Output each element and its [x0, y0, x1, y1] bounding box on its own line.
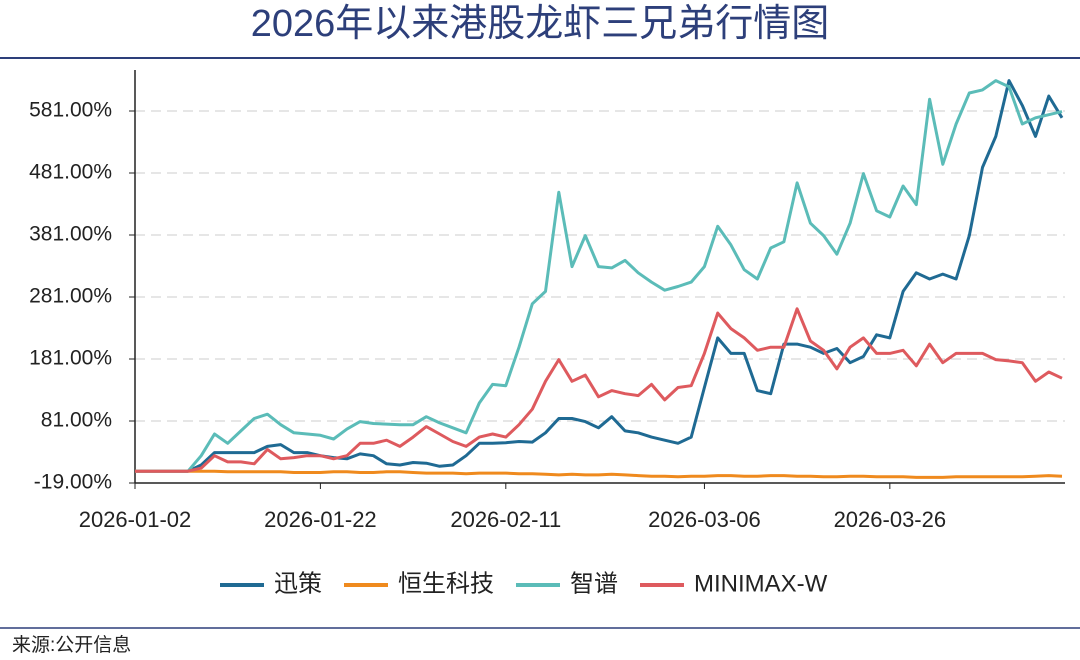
y-tick-label: 181.00%	[29, 347, 112, 370]
legend-label: 恒生科技	[398, 570, 494, 597]
series-line	[135, 79, 1064, 473]
x-tick-label: 2026-02-11	[450, 507, 561, 532]
x-tick-label: 2026-03-26	[834, 507, 947, 532]
legend-label: MINIMAX-W	[694, 570, 828, 597]
chart-title: 2026年以来港股龙虾三兄弟行情图	[251, 3, 830, 45]
series-line	[135, 79, 1063, 473]
y-tick-label: 381.00%	[29, 223, 112, 246]
x-tick-label: 2026-03-06	[648, 507, 761, 532]
x-tick-label: 2026-01-02	[79, 507, 192, 532]
legend-label: 智谱	[570, 570, 618, 597]
series-line	[135, 307, 1063, 473]
y-tick-label: 581.00%	[29, 99, 112, 122]
series-line	[135, 469, 1063, 479]
source: 来源:公开信息	[12, 634, 131, 656]
legend-label: 迅策	[274, 570, 322, 597]
y-tick-label: 81.00%	[41, 409, 112, 432]
y-tick-label: 481.00%	[29, 161, 112, 184]
y-tick-label: 281.00%	[29, 285, 112, 308]
x-tick-label: 2026-01-22	[264, 507, 377, 532]
y-tick-label: -19.00%	[34, 471, 112, 494]
